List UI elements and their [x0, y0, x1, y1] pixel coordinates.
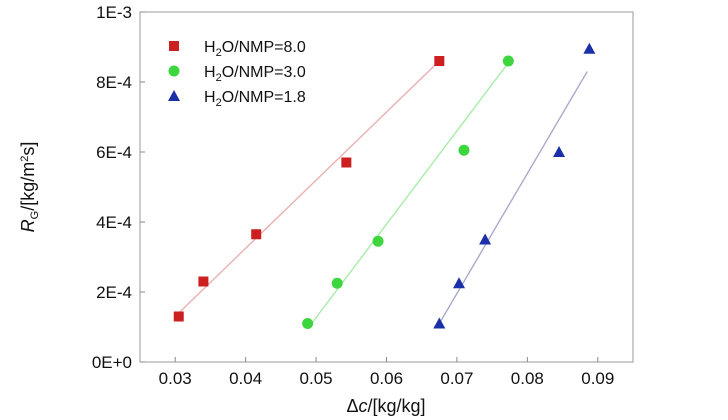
series-2-point — [302, 318, 314, 329]
legend: H2O/NMP=8.0 H2O/NMP=3.0 H2O/NMP=1.8 — [168, 39, 306, 109]
y-tick-label: 1E-3 — [96, 3, 132, 22]
series-2-point — [458, 144, 470, 156]
y-tick-label: 2E-4 — [96, 283, 132, 302]
series-2-fit-line — [307, 62, 509, 330]
y-tick-label: 6E-4 — [96, 143, 132, 162]
y-tick-label: 8E-4 — [96, 73, 132, 92]
series-3-point — [553, 146, 566, 157]
x-tick-label: 0.03 — [159, 369, 192, 388]
y-axis-label: RG/[kg/m2s] — [18, 142, 41, 233]
series-1-point — [341, 157, 352, 168]
legend-label-2: H2O/NMP=3.0 — [204, 64, 306, 84]
legend-label-1: H2O/NMP=8.0 — [204, 39, 306, 59]
x-tick-label: 0.07 — [440, 369, 473, 388]
x-axis-ticks: 0.03 0.04 0.05 0.06 0.07 0.08 0.09 — [159, 357, 614, 388]
x-tick-label: 0.06 — [370, 369, 403, 388]
legend-marker-3 — [168, 90, 180, 101]
series-3-point — [453, 277, 466, 289]
x-tick-label: 0.04 — [229, 369, 262, 388]
series-3-point — [479, 233, 492, 245]
series-1-point — [251, 229, 262, 240]
legend-marker-1 — [169, 41, 179, 51]
series-1-point — [198, 276, 209, 287]
data-points — [173, 42, 596, 329]
y-tick-label: 4E-4 — [96, 213, 132, 232]
x-tick-label: 0.08 — [511, 369, 544, 388]
legend-label-3: H2O/NMP=1.8 — [204, 89, 306, 109]
x-axis-label: Δc/[kg/kg] — [346, 396, 425, 416]
series-1-point — [173, 311, 184, 322]
x-tick-label: 0.09 — [581, 369, 614, 388]
series-2-point — [502, 55, 514, 67]
series-2-point — [372, 235, 384, 247]
series-1-point — [434, 56, 445, 66]
y-axis-ticks: 0E+0 2E-4 4E-4 6E-4 8E-4 1E-3 — [92, 3, 145, 372]
series-3-fit-line — [438, 71, 588, 324]
series-3-point — [583, 42, 596, 54]
legend-marker-2 — [168, 65, 180, 77]
y-tick-label: 0E+0 — [92, 353, 132, 372]
x-tick-label: 0.05 — [300, 369, 333, 388]
series-1-fit-line — [178, 60, 440, 314]
series-2-point — [331, 277, 343, 289]
series-3-point — [433, 317, 446, 329]
